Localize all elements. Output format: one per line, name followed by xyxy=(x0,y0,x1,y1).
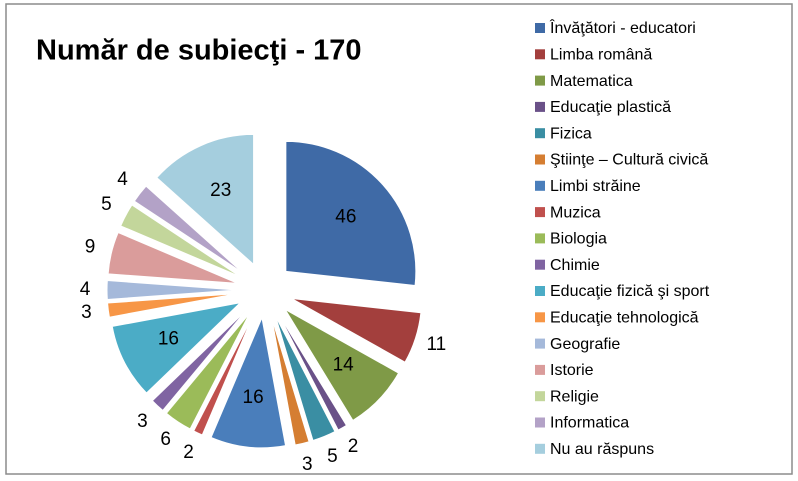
data-label: 23 xyxy=(210,180,231,201)
pie-slice xyxy=(120,204,241,278)
pie-slice xyxy=(133,185,244,274)
pie-slice xyxy=(271,317,310,446)
pie-slice xyxy=(107,293,238,318)
legend-swatch xyxy=(535,286,545,296)
pie-slice xyxy=(106,279,238,301)
data-label: 2 xyxy=(183,442,194,463)
legend-label: Educaţie tehnologică xyxy=(550,310,699,327)
data-label: 5 xyxy=(327,446,338,467)
legend-swatch xyxy=(535,180,545,191)
pie-slice xyxy=(285,140,417,287)
data-label: 4 xyxy=(117,169,128,190)
legend-label: Muzica xyxy=(550,204,601,221)
legend-label: Religie xyxy=(550,388,599,405)
data-label: 2 xyxy=(348,436,359,457)
pie-slice xyxy=(165,313,250,430)
legend-label: Învăţători - educatori xyxy=(549,18,696,37)
legend-swatch xyxy=(535,391,545,402)
legend-swatch xyxy=(535,23,545,33)
pie-slice xyxy=(156,133,255,266)
legend-swatch xyxy=(535,154,545,165)
legend-label: Geografie xyxy=(550,336,620,353)
legend-label: Istorie xyxy=(550,362,594,379)
legend-label: Educaţie fizică şi sport xyxy=(550,283,710,300)
data-label: 6 xyxy=(160,429,171,450)
data-label: 3 xyxy=(302,454,313,475)
pie-slice xyxy=(283,308,400,422)
data-label: 16 xyxy=(158,329,179,350)
legend-swatch xyxy=(535,364,545,375)
legend-swatch xyxy=(535,338,545,349)
legend-swatch xyxy=(535,101,545,112)
pie-slice xyxy=(107,231,238,284)
data-label: 9 xyxy=(85,237,96,258)
pie-slice xyxy=(111,302,242,394)
data-label: 11 xyxy=(427,334,447,355)
data-label: 3 xyxy=(81,302,92,323)
data-label: 3 xyxy=(137,411,148,432)
legend-swatch xyxy=(535,259,545,270)
legend-label: Ştiinţe – Cultură civică xyxy=(550,152,708,169)
legend-label: Limba română xyxy=(550,47,652,64)
pie-slice xyxy=(151,310,247,412)
legend-label: Educaţie plastică xyxy=(550,99,671,116)
legend-swatch xyxy=(535,312,545,323)
chart-title: Număr de subiecţi - 170 xyxy=(36,35,362,67)
legend-swatch xyxy=(535,75,545,86)
legend-swatch xyxy=(535,49,545,60)
legend-swatch xyxy=(535,443,545,454)
legend-swatch xyxy=(535,417,545,428)
data-label: 46 xyxy=(335,207,356,228)
legend-swatch xyxy=(535,128,545,139)
legend-swatch xyxy=(535,233,545,244)
legend-label: Chimie xyxy=(550,257,600,274)
legend-swatch xyxy=(535,207,545,218)
legend-label: Fizica xyxy=(550,125,592,142)
legend-label: Matematica xyxy=(550,73,633,90)
pie-slice xyxy=(278,314,348,431)
legend-label: Limbi străine xyxy=(550,178,641,195)
data-label: 4 xyxy=(80,279,91,300)
legend-label: Biologia xyxy=(550,231,607,248)
pie-slice xyxy=(291,298,422,363)
data-label: 14 xyxy=(333,354,355,375)
legend-label: Informatica xyxy=(550,415,629,432)
pie-slice xyxy=(210,316,287,449)
pie-slice xyxy=(274,315,336,442)
pie-slice xyxy=(193,315,254,436)
data-label: 5 xyxy=(101,194,112,215)
data-label: 16 xyxy=(243,387,264,408)
legend-label: Nu au răspuns xyxy=(550,441,654,458)
